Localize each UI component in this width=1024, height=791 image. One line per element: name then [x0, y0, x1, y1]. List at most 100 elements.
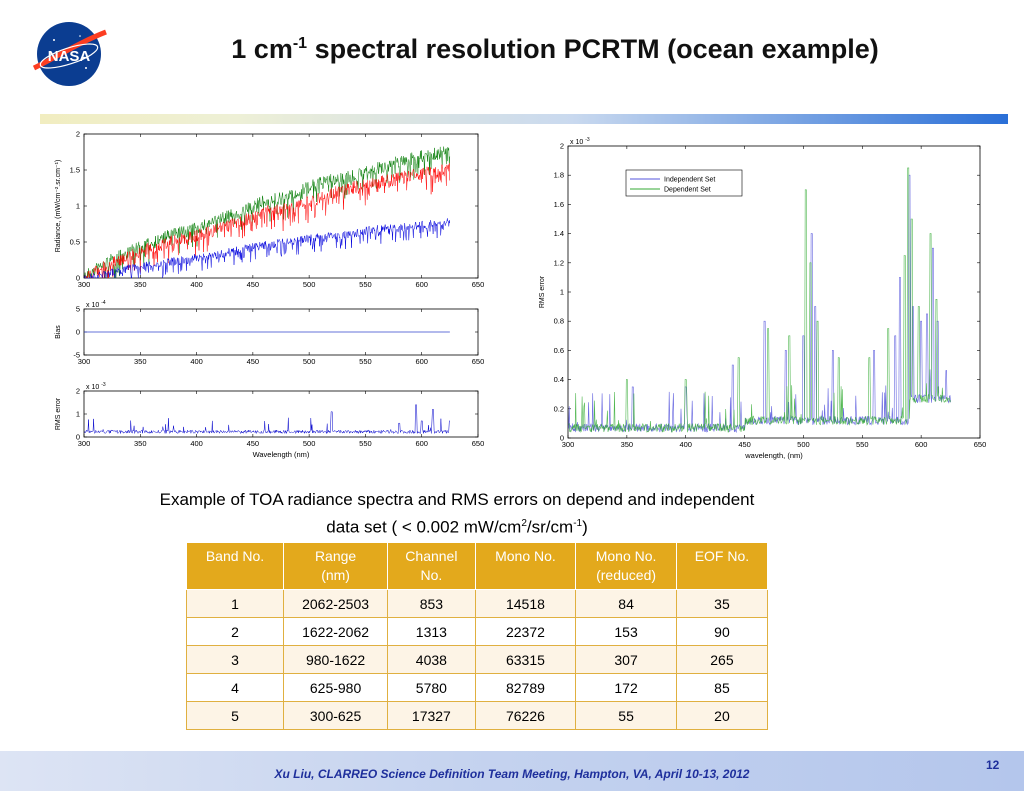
- rms-error-chart: 300 350 400 450 500 550 600 650 0 0.2 0.4 0.6 0.8 1 1.…: [539, 137, 987, 460]
- table-cell: 90: [675, 617, 769, 646]
- y-tick-label: 1.2: [554, 258, 564, 267]
- table-cell: 5: [185, 701, 285, 730]
- rms-independent-dependent-panel-scale-label: x 10 -3: [570, 137, 590, 146]
- x-tick-label: 400: [190, 439, 203, 448]
- footer-text: Xu Liu, CLARREO Science Definition Team …: [274, 767, 750, 781]
- y-tick-label: 0.4: [554, 375, 564, 384]
- bias-panel-scale-label: x 10 -4: [86, 300, 106, 309]
- chart-legend: Independent Set Dependent Set: [625, 169, 743, 197]
- rms-panel-ylabel: RMS error: [55, 397, 62, 430]
- x-tick-label: 500: [303, 280, 316, 289]
- series-dependent-set: [568, 167, 951, 433]
- table-cell: 853: [387, 589, 476, 618]
- caption-sup-1: 2: [521, 518, 527, 529]
- x-tick-label: 550: [359, 357, 372, 366]
- table-cell: 172: [575, 673, 677, 702]
- rms-independent-dependent-panel-scale-exponent: -3: [585, 137, 590, 143]
- caption-line-1: Example of TOA radiance spectra and RMS …: [159, 490, 755, 509]
- y-tick-label: 1: [76, 202, 80, 211]
- caption-sup-2: -1: [573, 518, 583, 529]
- series-green-radiance: [84, 146, 451, 279]
- header-channel-no: Channel No.: [387, 542, 476, 590]
- x-tick-label: 650: [472, 280, 485, 289]
- x-tick-label: 300: [78, 439, 91, 448]
- table-cell: 63315: [474, 645, 577, 674]
- rms-independent-dependent-panel-xlabel: wavelength, (nm): [744, 451, 803, 460]
- header-eof-no: EOF No.: [675, 542, 769, 590]
- table-cell: 14518: [474, 589, 577, 618]
- radiance-panel-frame: [83, 133, 479, 279]
- y-tick-label: 1: [76, 410, 80, 419]
- title-divider: [40, 114, 1008, 124]
- x-tick-label: 600: [415, 357, 428, 366]
- rms-panel-frame: [83, 390, 479, 438]
- x-tick-label: 600: [415, 439, 428, 448]
- header-mono-no-reduced: Mono No. (reduced): [575, 542, 677, 590]
- table-cell: 1622-2062: [283, 617, 389, 646]
- title-superscript: -1: [292, 35, 308, 52]
- figure-caption: Example of TOA radiance spectra and RMS …: [90, 488, 824, 540]
- x-tick-label: 500: [303, 357, 316, 366]
- table-row: 4 625-980 5780 82789 172 85: [185, 673, 769, 702]
- table-cell: 2: [185, 617, 285, 646]
- y-tick-label: 1.6: [554, 200, 564, 209]
- x-tick-label: 500: [303, 439, 316, 448]
- table-cell: 85: [675, 673, 769, 702]
- y-tick-label: 0: [76, 328, 80, 337]
- table-cell: 84: [575, 589, 677, 618]
- table-cell: 17327: [387, 701, 476, 730]
- page-number: 12: [986, 758, 1000, 772]
- table-cell: 1313: [387, 617, 476, 646]
- series-blue-radiance: [84, 218, 451, 279]
- x-tick-label: 300: [78, 280, 91, 289]
- x-tick-label: 350: [134, 357, 147, 366]
- y-tick-label: 0.6: [554, 346, 564, 355]
- header-range: Range (nm): [283, 542, 389, 590]
- table-row: 2 1622-2062 1313 22372 153 90: [185, 617, 769, 646]
- y-tick-label: 0.5: [70, 238, 80, 247]
- y-tick-label: 0: [560, 434, 564, 443]
- table-row: 3 980-1622 4038 63315 307 265: [185, 645, 769, 674]
- footer-bar: Xu Liu, CLARREO Science Definition Team …: [0, 751, 1024, 791]
- bias-panel-ylabel: Bias: [55, 325, 62, 339]
- x-tick-label: 550: [856, 440, 869, 449]
- table-cell: 20: [675, 701, 769, 730]
- title-rest: spectral resolution PCRTM (ocean example…: [307, 34, 879, 64]
- table-cell: 625-980: [283, 673, 389, 702]
- x-tick-label: 350: [621, 440, 634, 449]
- x-tick-label: 400: [190, 280, 203, 289]
- band-table: Band No. Range (nm) Channel No. Mono No.…: [185, 542, 769, 730]
- table-cell: 35: [675, 589, 769, 618]
- y-tick-label: 1.5: [70, 166, 80, 175]
- x-tick-label: 400: [190, 357, 203, 366]
- x-tick-label: 350: [134, 439, 147, 448]
- legend-label: Dependent Set: [664, 187, 711, 194]
- x-tick-label: 650: [974, 440, 987, 449]
- slide-title: 1 cm-1 spectral resolution PCRTM (ocean …: [130, 34, 980, 65]
- x-tick-label: 650: [472, 357, 485, 366]
- legend-label: Independent Set: [664, 177, 715, 184]
- caption-text-a: data set ( < 0.002 mW/cm: [326, 517, 522, 537]
- x-tick-label: 550: [359, 280, 372, 289]
- x-tick-label: 300: [562, 440, 575, 449]
- table-cell: 1: [185, 589, 285, 618]
- y-tick-label: 2: [76, 130, 80, 139]
- y-tick-label: 2: [76, 387, 80, 396]
- table-cell: 300-625: [283, 701, 389, 730]
- x-tick-label: 450: [247, 357, 260, 366]
- table-row: 1 2062-2503 853 14518 84 35: [185, 589, 769, 618]
- y-tick-label: -5: [73, 351, 80, 360]
- x-tick-label: 400: [679, 440, 692, 449]
- table-cell: 76226: [474, 701, 577, 730]
- y-tick-label: 1.4: [554, 229, 564, 238]
- y-tick-label: 0.2: [554, 404, 564, 413]
- table-header-row: Band No. Range (nm) Channel No. Mono No.…: [185, 542, 769, 590]
- rms-panel-xlabel: Wavelength (nm): [253, 450, 310, 459]
- table-row: 5 300-625 17327 76226 55 20: [185, 701, 769, 730]
- y-tick-label: 1: [560, 288, 564, 297]
- y-tick-label: 5: [76, 305, 80, 314]
- table-cell: 22372: [474, 617, 577, 646]
- radiance-bias-rms-chart: 300 350 400 450 500 550 600 65000.511.52Radianc…: [55, 130, 485, 460]
- header-mono-no: Mono No.: [474, 542, 577, 590]
- y-tick-label: 1.8: [554, 171, 564, 180]
